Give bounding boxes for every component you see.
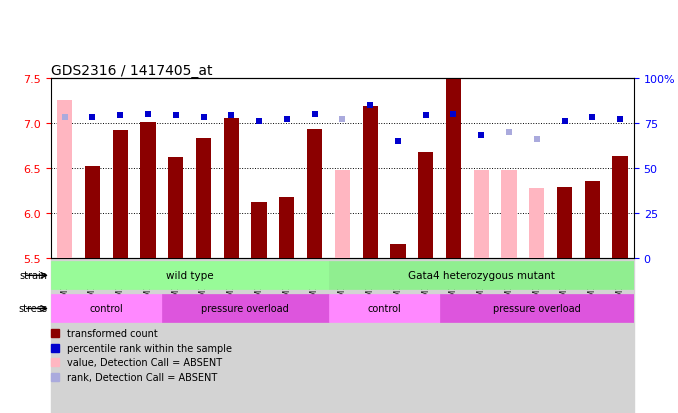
Bar bbox=[391, 244, 405, 258]
Text: pressure overload: pressure overload bbox=[493, 304, 580, 314]
Text: stress: stress bbox=[18, 304, 47, 314]
Text: value, Detection Call = ABSENT: value, Detection Call = ABSENT bbox=[68, 357, 222, 368]
Bar bbox=[307, 130, 322, 258]
Bar bbox=[51, 358, 59, 366]
Text: control: control bbox=[367, 304, 401, 314]
Bar bbox=[501, 170, 517, 258]
Text: transformed count: transformed count bbox=[68, 328, 158, 339]
Bar bbox=[51, 258, 634, 413]
Bar bbox=[446, 50, 461, 258]
Bar bbox=[612, 157, 628, 258]
Bar bbox=[252, 202, 266, 258]
Text: Gata4 heterozygous mutant: Gata4 heterozygous mutant bbox=[407, 271, 555, 281]
Text: control: control bbox=[89, 304, 123, 314]
Bar bbox=[329, 262, 634, 290]
Bar bbox=[224, 119, 239, 258]
Bar bbox=[196, 139, 211, 258]
Bar bbox=[335, 170, 350, 258]
Bar bbox=[529, 188, 544, 258]
Bar bbox=[85, 166, 100, 258]
Text: strain: strain bbox=[20, 271, 47, 281]
Bar bbox=[557, 187, 572, 258]
Bar bbox=[584, 182, 600, 258]
Bar bbox=[439, 295, 634, 323]
Bar bbox=[57, 101, 73, 258]
Text: wild type: wild type bbox=[166, 271, 214, 281]
Bar bbox=[363, 107, 378, 258]
Bar bbox=[168, 157, 184, 258]
Text: pressure overload: pressure overload bbox=[201, 304, 289, 314]
Text: percentile rank within the sample: percentile rank within the sample bbox=[68, 343, 233, 353]
Text: GDS2316 / 1417405_at: GDS2316 / 1417405_at bbox=[51, 64, 212, 78]
Bar bbox=[329, 295, 439, 323]
Bar bbox=[51, 262, 329, 290]
Bar bbox=[51, 295, 162, 323]
Bar bbox=[51, 373, 59, 381]
Bar bbox=[418, 153, 433, 258]
Bar bbox=[162, 295, 329, 323]
Text: rank, Detection Call = ABSENT: rank, Detection Call = ABSENT bbox=[68, 372, 218, 382]
Bar bbox=[473, 170, 489, 258]
Bar bbox=[140, 123, 156, 258]
Bar bbox=[51, 330, 59, 337]
Bar bbox=[279, 197, 294, 258]
Bar bbox=[51, 344, 59, 352]
Bar bbox=[113, 131, 128, 258]
